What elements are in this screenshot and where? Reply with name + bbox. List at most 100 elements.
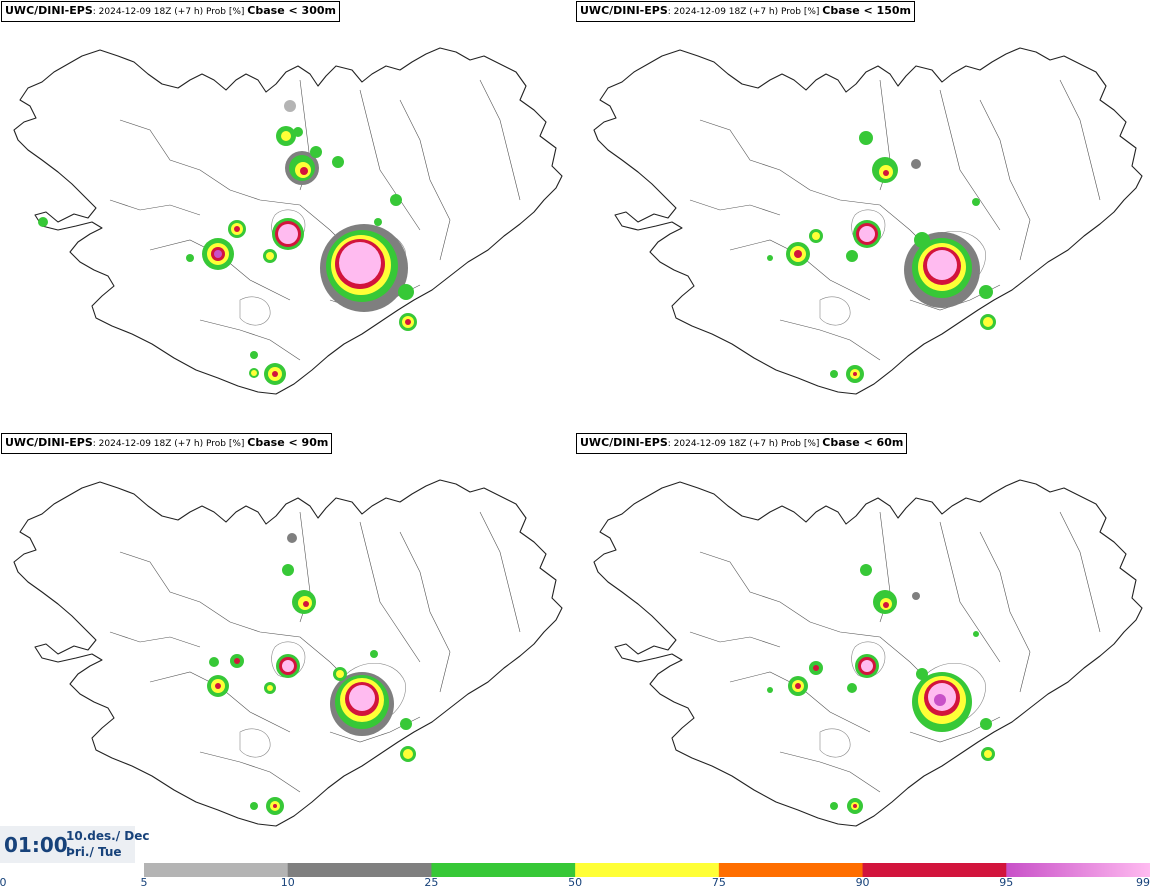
probability-area [398,284,414,300]
region-boundary [399,531,451,693]
colorbar-bin [862,863,1007,877]
probability-area [234,658,240,664]
probability-area [861,660,873,672]
region-boundary [689,199,781,216]
colorbar-bin [718,863,864,877]
probability-area [916,668,928,680]
probability-colorbar [144,863,1150,877]
colorbar-tick-label: 99 [1136,876,1150,889]
colorbar-tick-label: 95 [999,876,1014,889]
region-boundary [479,79,521,201]
colorbar-tick-label: 5 [140,876,148,889]
probability-area [405,319,411,325]
colorbar-tick-label: 75 [711,876,726,889]
probability-area [934,694,946,706]
region-boundary [359,521,421,663]
probability-area [390,194,402,206]
probability-area [214,250,222,258]
map-panel-cbase-300m: UWC/DINI-EPS: 2024-12-09 18Z (+7 h) Prob… [0,0,575,430]
probability-area [273,804,277,808]
probability-area [370,650,378,658]
valid-time-clock: 01:00 [4,833,68,857]
probability-area [186,254,194,262]
coastline [593,479,1143,827]
colorbar-tick-label: 10 [280,876,295,889]
region-boundary [359,89,421,231]
probability-area [859,226,875,242]
region-boundary [1059,511,1101,633]
iceland-map [13,479,563,827]
probability-area [812,232,820,240]
region-boundary [1059,79,1101,201]
colorbar-tick-label: 25 [424,876,439,889]
iceland-map [593,479,1143,827]
colorbar-tick-label: 90 [855,876,870,889]
probability-area [250,802,258,810]
panel-title: UWC/DINI-EPS: 2024-12-09 18Z (+7 h) Prob… [1,433,333,454]
iceland-map [593,47,1143,395]
colorbar-tick-label: 50 [568,876,583,889]
colorbar-bin [1006,863,1150,877]
probability-area [336,670,344,678]
region-boundary [779,751,881,793]
probability-area [860,564,872,576]
colorbar-tick-label: 0 [0,876,7,889]
probability-area [400,718,412,730]
probability-area [983,317,993,327]
valid-time-box [0,826,135,863]
probability-area [281,131,291,141]
probability-area [250,351,258,359]
region-boundary [199,751,301,793]
probability-area [272,371,278,377]
probability-area [267,685,273,691]
probability-area [282,564,294,576]
panel-title: UWC/DINI-EPS: 2024-12-09 18Z (+7 h) Prob… [576,1,915,22]
probability-area [980,718,992,730]
colorbar-bin [144,863,289,877]
probability-area [795,683,801,689]
region-boundary [939,521,1001,663]
map-panel-cbase-60m: UWC/DINI-EPS: 2024-12-09 18Z (+7 h) Prob… [575,432,1150,862]
panel-title: UWC/DINI-EPS: 2024-12-09 18Z (+7 h) Prob… [576,433,908,454]
probability-area [813,665,819,671]
probability-area [767,255,773,261]
probability-area [282,660,294,672]
glacier-outline [851,641,886,678]
probability-area [911,159,921,169]
probability-area [914,232,930,248]
probability-area [794,250,802,258]
probability-area [767,687,773,693]
region-boundary [109,199,201,216]
probability-area [300,167,308,175]
probability-area [287,533,297,543]
probability-area [293,127,303,137]
probability-area [310,146,322,158]
region-boundary [119,119,231,191]
probability-area [853,372,857,376]
region-boundary [939,89,1001,231]
probability-area [234,226,240,232]
probability-area [853,804,857,808]
probability-area [883,170,889,176]
probability-area [883,602,889,608]
probability-area [973,631,979,637]
colorbar-bin [287,863,432,877]
probability-area [215,683,221,689]
region-boundary [109,631,201,648]
probability-area [278,224,298,244]
probability-area [303,601,309,607]
probability-area [332,156,344,168]
probability-area [209,657,219,667]
probability-area [859,131,873,145]
map-panel-cbase-150m: UWC/DINI-EPS: 2024-12-09 18Z (+7 h) Prob… [575,0,1150,430]
valid-date-line2: Þri./ Tue [66,845,122,859]
probability-area [847,683,857,693]
region-boundary [199,319,301,361]
probability-area [830,802,838,810]
probability-area [927,250,957,280]
coastline [13,479,563,827]
region-boundary [699,119,811,191]
probability-area [251,370,257,376]
probability-area [38,217,48,227]
probability-area [374,218,382,226]
